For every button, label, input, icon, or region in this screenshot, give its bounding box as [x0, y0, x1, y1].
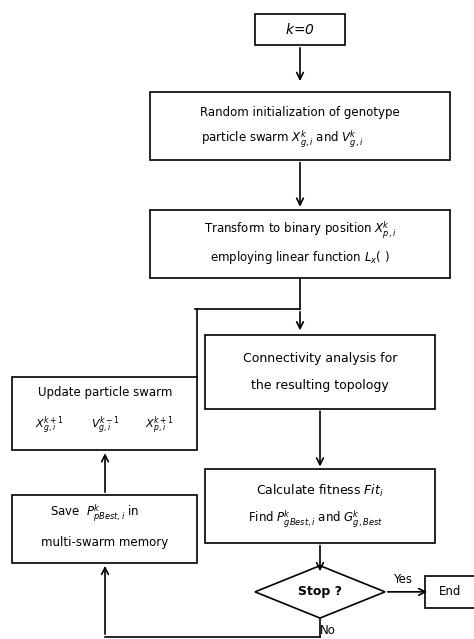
Text: $\mathit{X}^{k+1}_{g,i}$: $\mathit{X}^{k+1}_{g,i}$: [36, 415, 64, 438]
Bar: [150, 91, 450, 160]
Text: employing linear function $L_x$( ): employing linear function $L_x$( ): [210, 249, 390, 266]
Text: Yes: Yes: [393, 573, 412, 586]
Polygon shape: [255, 566, 385, 618]
Text: Stop ?: Stop ?: [298, 585, 342, 598]
Text: No: No: [320, 624, 336, 637]
Text: $\mathit{V}^{k-1}_{g,i}$: $\mathit{V}^{k-1}_{g,i}$: [91, 415, 119, 438]
Text: End: End: [439, 585, 461, 598]
Text: $\mathit{X}^{k+1}_{p,i}$: $\mathit{X}^{k+1}_{p,i}$: [146, 415, 174, 438]
Text: multi-swarm memory: multi-swarm memory: [41, 536, 169, 549]
Bar: [255, 13, 345, 45]
Text: Random initialization of genotype: Random initialization of genotype: [200, 105, 400, 119]
Text: Save  $\mathbf{\mathit{P}}^k_{pBest,i}$ in: Save $\mathbf{\mathit{P}}^k_{pBest,i}$ i…: [50, 503, 140, 524]
Text: Find $\mathbf{\mathit{P}}^k_{gBest,i}$ and $\mathbf{\mathit{G}}^k_{g,Best}$: Find $\mathbf{\mathit{P}}^k_{gBest,i}$ a…: [247, 509, 383, 530]
Bar: [205, 335, 435, 408]
Bar: [12, 495, 198, 563]
Text: Transform to binary position $\mathbf{\mathit{X}}^k_{p,i}$: Transform to binary position $\mathbf{\m…: [204, 220, 396, 241]
Text: $k$=0: $k$=0: [285, 22, 315, 37]
Text: the resulting topology: the resulting topology: [251, 379, 389, 392]
Text: particle swarm $\mathbf{\mathit{X}}^k_{g,i}$ and $\mathbf{\mathit{V}}^k_{g,i}$: particle swarm $\mathbf{\mathit{X}}^k_{g…: [201, 128, 364, 150]
Bar: [425, 576, 474, 608]
Bar: [150, 210, 450, 278]
Bar: [205, 469, 435, 543]
Text: Calculate fitness $\mathit{Fit}_i$: Calculate fitness $\mathit{Fit}_i$: [256, 483, 384, 499]
Text: Update particle swarm: Update particle swarm: [38, 387, 172, 399]
Text: Connectivity analysis for: Connectivity analysis for: [243, 351, 397, 365]
Bar: [12, 377, 198, 450]
